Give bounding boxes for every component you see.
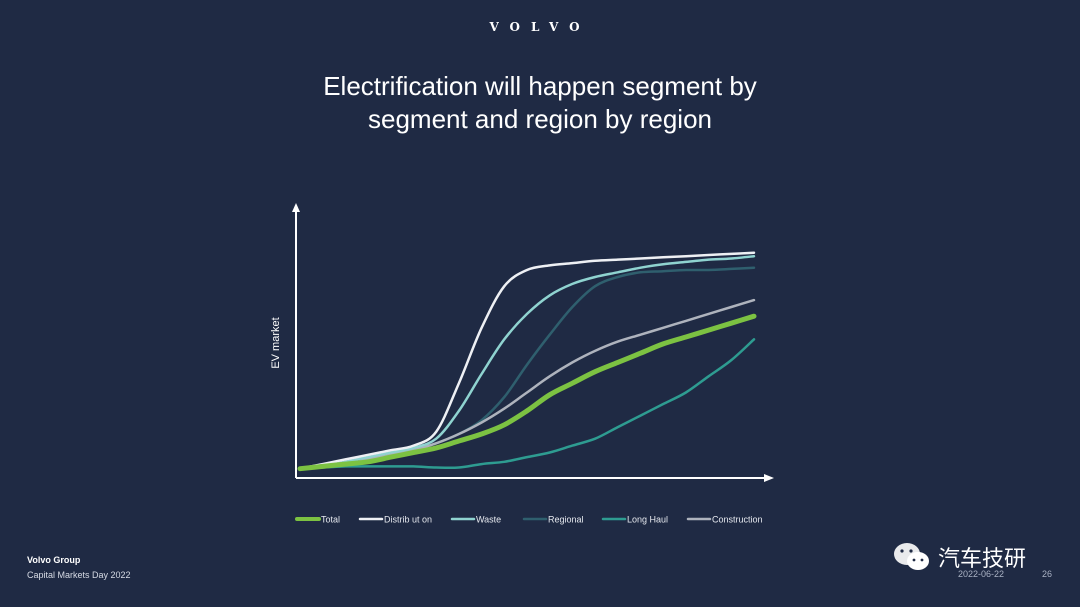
legend-label-waste: Waste <box>476 515 501 525</box>
legend-label-total: Total <box>321 515 340 525</box>
footer-event: Capital Markets Day 2022 <box>27 570 131 580</box>
x-axis-arrow <box>764 474 774 482</box>
footer-date: 2022-06-22 <box>958 569 1005 579</box>
title-line-2: segment and region by region <box>367 104 712 134</box>
page-number: 26 <box>1042 569 1053 579</box>
title-line-1: Electrification will happen segment by <box>323 71 757 101</box>
series-line-long-haul <box>298 338 756 470</box>
footer-info: Volvo Group Capital Markets Day 2022 <box>27 553 131 583</box>
series-line-waste <box>298 254 756 470</box>
y-axis-arrow <box>292 203 300 212</box>
watermark-text: 汽车技研 <box>938 547 1027 572</box>
series-line-regional <box>298 266 756 470</box>
wechat-watermark: 汽车技研 <box>892 540 1026 574</box>
series-line-construction <box>298 298 756 470</box>
legend-label-regional: Regional <box>548 515 584 525</box>
y-axis-label: EV market <box>270 317 282 368</box>
legend-label-long-haul: Long Haul <box>627 515 668 525</box>
volvo-logo: VOLVO <box>489 20 591 34</box>
wechat-icon <box>894 543 929 570</box>
series-line-distribution <box>298 251 756 470</box>
legend-label-construction: Construction <box>712 515 763 525</box>
slide-title: Electrification will happen segment by s… <box>190 70 890 136</box>
series-line-total <box>297 313 757 472</box>
footer-org: Volvo Group <box>27 555 81 565</box>
legend-label-distribution: Distrib ut on <box>384 515 432 525</box>
